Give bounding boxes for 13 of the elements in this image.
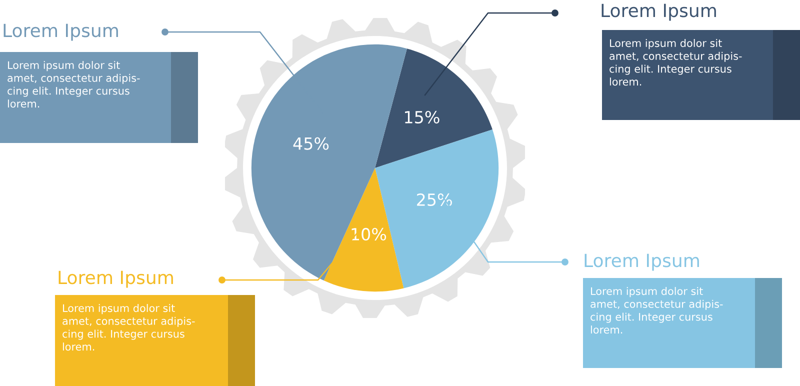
data-label: 25%: [417, 193, 452, 206]
data-label: 45%: [293, 137, 329, 150]
text: Lorem ipsum dolor sit amet, consectetur adipis- cing elit. Integer cursus lorem.: [610, 39, 742, 86]
text: Lorem Ipsum: [4, 24, 118, 41]
text: Lorem Ipsum: [584, 254, 699, 271]
text: Lorem Ipsum: [58, 270, 173, 288]
data-label: 15%: [405, 110, 440, 124]
text: Lorem ipsum dolor sit amet, consectetur adipis- cing elit. Integer cursus lorem.: [8, 61, 140, 108]
pie-slice: [375, 48, 492, 168]
text: Lorem ipsum dolor sit amet, consectetur adipis- cing elit. Integer cursus lorem.: [590, 287, 723, 334]
text: Lorem ipsum dolor sit amet, consectetur adipis- cing elit. Integer cursus lorem.: [62, 304, 195, 351]
text: Lorem Ipsum: [602, 4, 716, 21]
data-label: 10%: [352, 228, 386, 240]
